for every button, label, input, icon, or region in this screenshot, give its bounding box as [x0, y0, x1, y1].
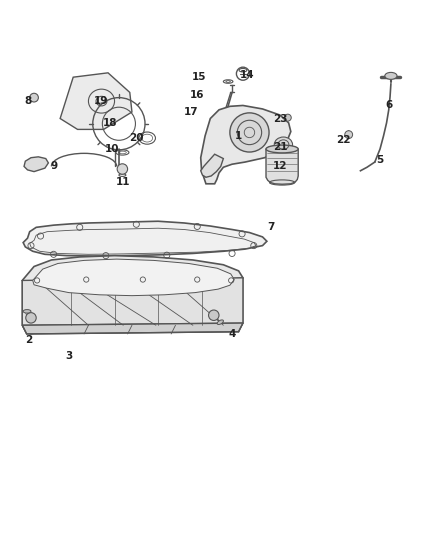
Text: 15: 15 [192, 72, 207, 82]
Ellipse shape [266, 145, 298, 153]
Circle shape [345, 131, 353, 139]
Ellipse shape [23, 310, 31, 313]
Text: 11: 11 [116, 176, 131, 187]
Text: 23: 23 [273, 114, 287, 124]
Polygon shape [60, 73, 132, 130]
Ellipse shape [385, 72, 397, 79]
Polygon shape [266, 149, 298, 184]
Polygon shape [33, 259, 234, 296]
Text: 17: 17 [184, 107, 198, 117]
Circle shape [30, 93, 39, 102]
Text: 10: 10 [105, 144, 120, 154]
Polygon shape [22, 278, 243, 325]
Text: 22: 22 [336, 135, 350, 146]
Circle shape [117, 164, 127, 174]
Polygon shape [201, 106, 291, 184]
Circle shape [26, 313, 36, 323]
Polygon shape [24, 157, 48, 172]
Text: 21: 21 [273, 142, 287, 152]
Text: 8: 8 [25, 96, 32, 106]
Circle shape [208, 310, 219, 320]
Text: 4: 4 [228, 329, 236, 339]
Polygon shape [201, 154, 223, 177]
Text: 12: 12 [273, 161, 287, 172]
Text: 20: 20 [129, 133, 144, 143]
Text: 7: 7 [268, 222, 275, 232]
Text: 6: 6 [385, 100, 392, 110]
Text: 2: 2 [25, 335, 32, 345]
Text: 18: 18 [103, 118, 117, 128]
Polygon shape [224, 278, 243, 331]
Polygon shape [22, 323, 243, 334]
Text: 14: 14 [240, 70, 254, 80]
Polygon shape [22, 280, 42, 334]
Text: 16: 16 [190, 90, 205, 100]
Circle shape [230, 113, 269, 152]
Text: 5: 5 [376, 155, 384, 165]
Ellipse shape [274, 137, 293, 152]
Text: 1: 1 [235, 131, 242, 141]
Circle shape [284, 114, 291, 121]
Polygon shape [22, 256, 243, 297]
Text: 3: 3 [65, 351, 72, 361]
Ellipse shape [217, 320, 223, 325]
Text: 9: 9 [50, 161, 57, 172]
Text: 19: 19 [94, 96, 109, 106]
Polygon shape [23, 221, 267, 256]
